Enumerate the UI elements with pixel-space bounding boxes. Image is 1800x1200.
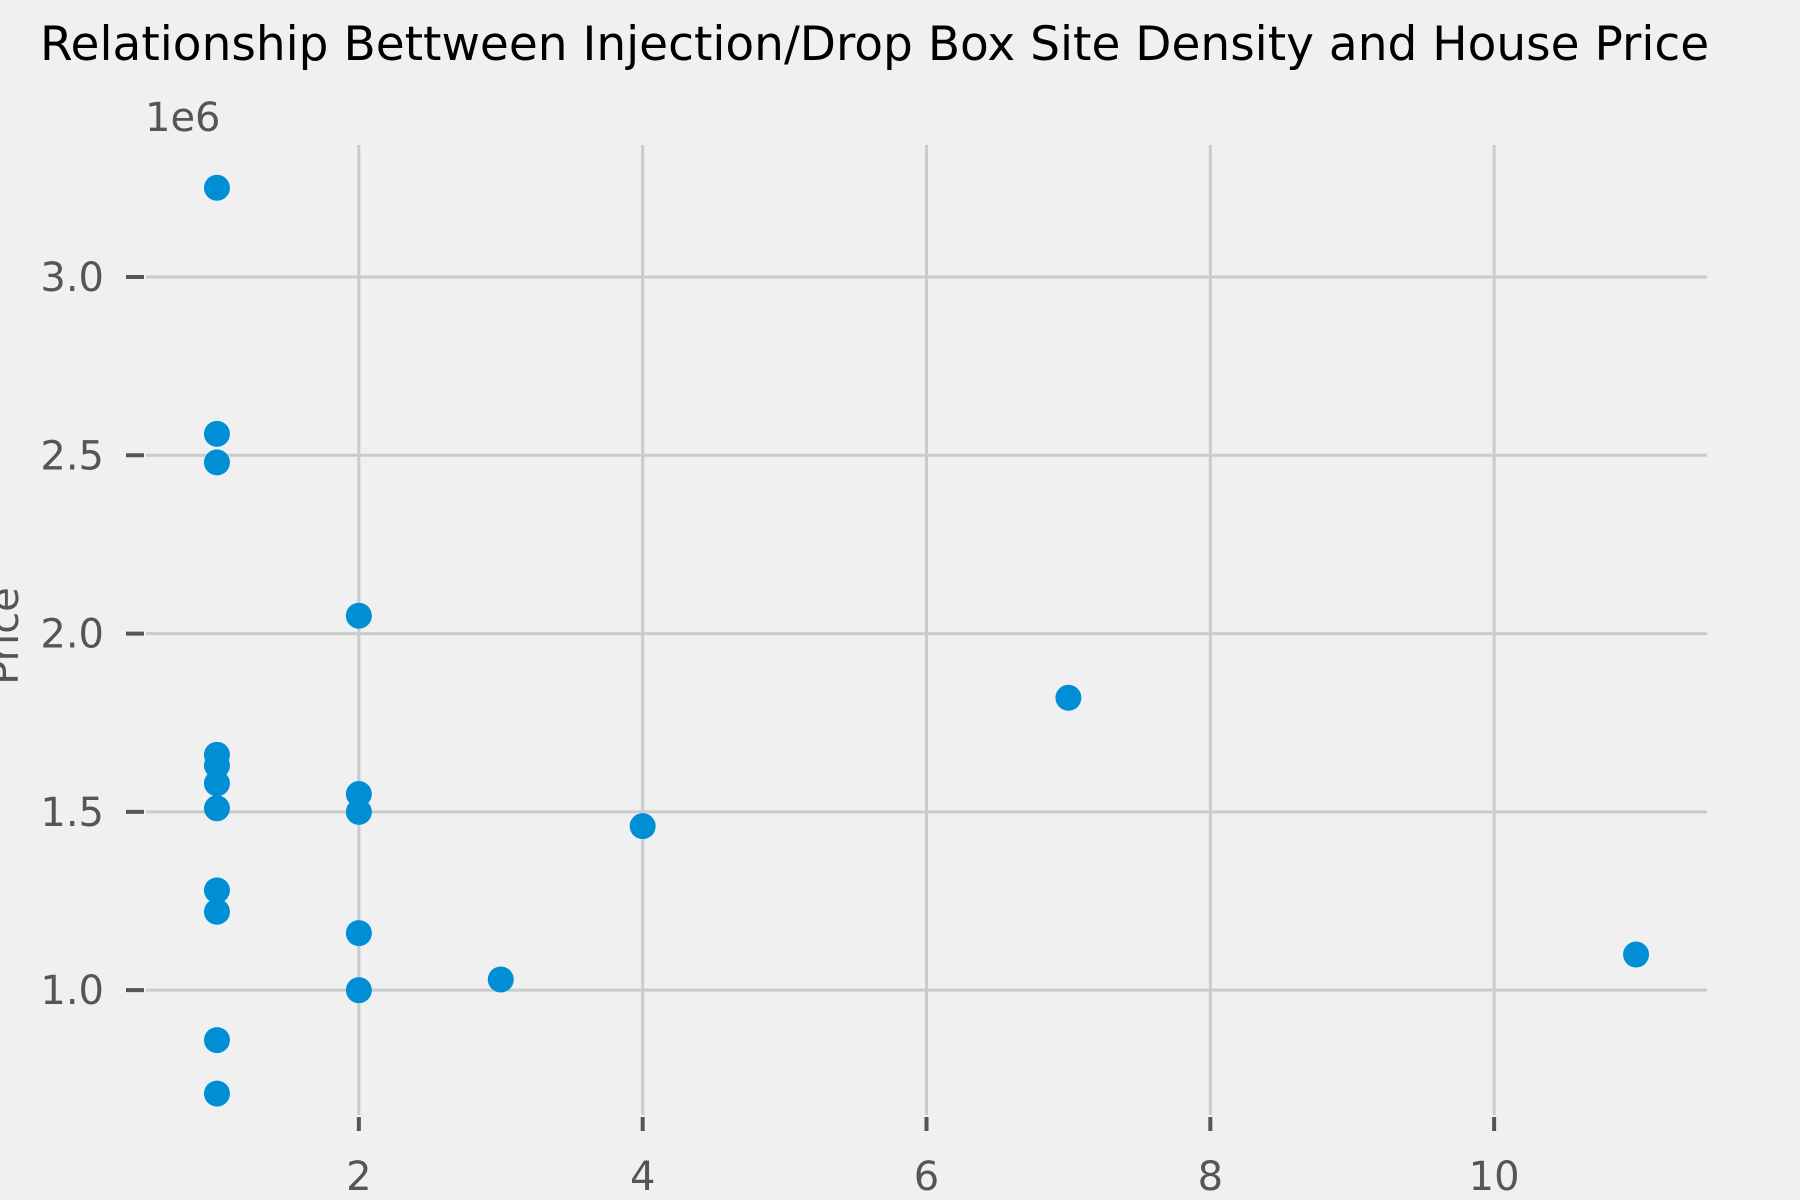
- y-tick-label: 1.5: [40, 790, 104, 836]
- scatter-point: [487, 966, 514, 993]
- y-tick-label: 1.0: [40, 968, 104, 1014]
- y-axis-offset-label: 1e6: [145, 95, 221, 141]
- scatter-point: [345, 977, 372, 1004]
- x-tick-label: 6: [914, 1154, 939, 1200]
- x-tick-label: 8: [1198, 1154, 1223, 1200]
- scatter-point: [203, 898, 230, 925]
- y-axis-label: Price: [0, 587, 28, 685]
- x-tick-label: 4: [630, 1154, 655, 1200]
- scatter-point: [203, 770, 230, 797]
- scatter-point: [203, 449, 230, 476]
- point-layer: [203, 174, 1650, 1107]
- scatter-point: [345, 798, 372, 825]
- scatter-point: [203, 1080, 230, 1107]
- scatter-point: [1055, 684, 1082, 711]
- scatter-point: [345, 920, 372, 947]
- x-tick-label: 2: [346, 1154, 371, 1200]
- y-tick-label: 3.0: [40, 255, 104, 301]
- scatter-point: [203, 752, 230, 779]
- grid-layer: [146, 145, 1707, 1115]
- scatter-point: [345, 602, 372, 629]
- x-tick-label: 10: [1469, 1154, 1520, 1200]
- scatter-point: [203, 174, 230, 201]
- scatter-point: [203, 1027, 230, 1054]
- scatter-point: [203, 877, 230, 904]
- scatter-point: [629, 813, 656, 840]
- tick-layer: 2 4 6 8 10 1.0 1.5 2.0 2.5 3.0: [40, 255, 1519, 1200]
- chart-title: Relationship Bettween Injection/Drop Box…: [40, 17, 1709, 72]
- scatter-point: [345, 781, 372, 808]
- y-tick-label: 2.0: [40, 612, 104, 658]
- scatter-point: [203, 420, 230, 447]
- y-tick-label: 2.5: [40, 433, 104, 479]
- scatter-point: [203, 795, 230, 822]
- scatter-point: [1623, 941, 1650, 968]
